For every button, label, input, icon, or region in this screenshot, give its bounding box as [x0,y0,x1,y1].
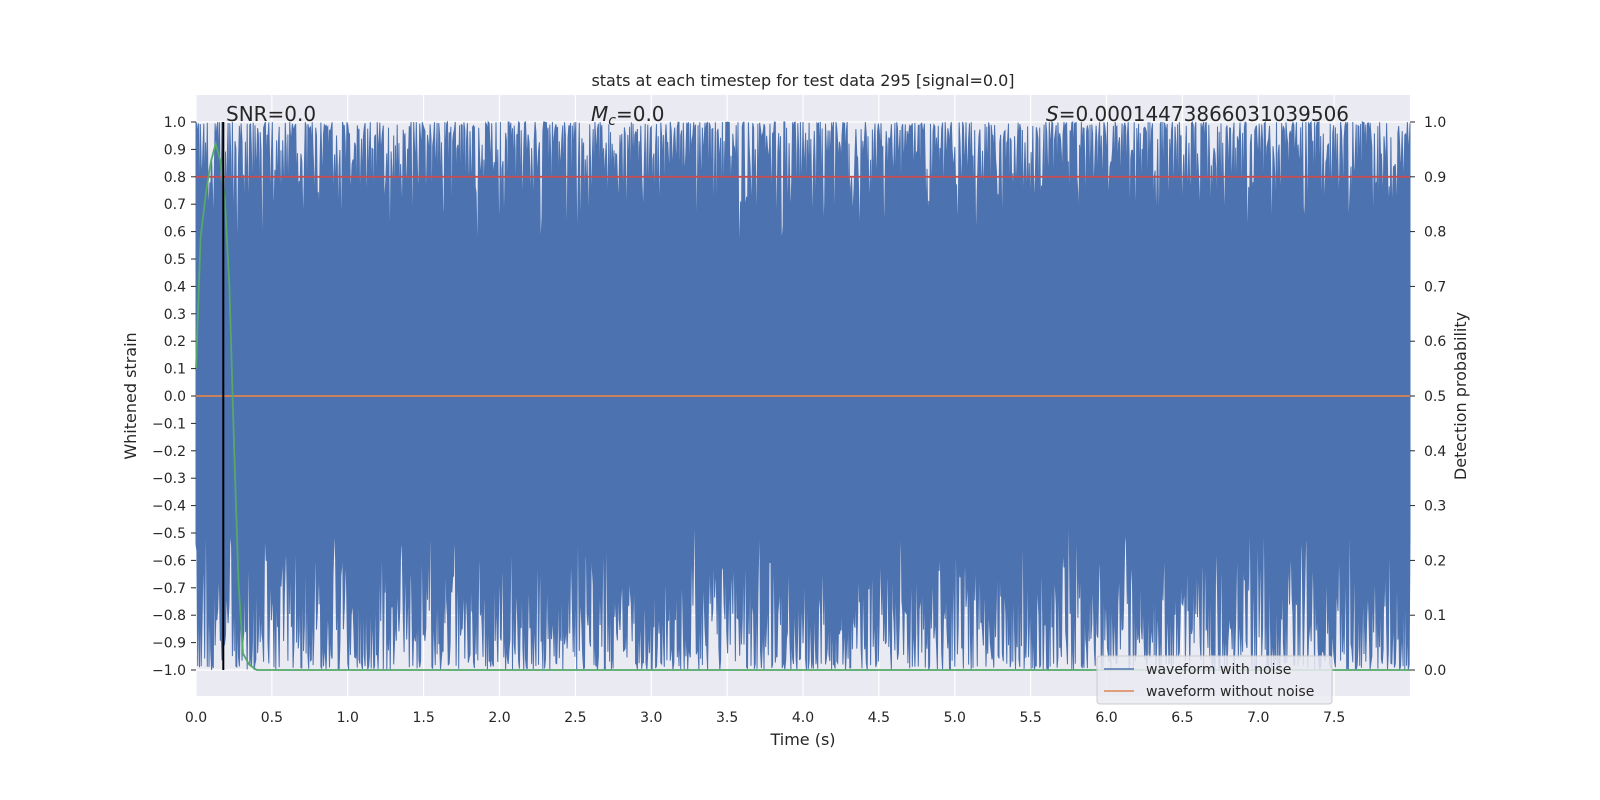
mc-annotation: Mc=0.0 [591,102,665,129]
y-right-tick-label: 0.1 [1424,608,1446,624]
x-tick-label: 1.0 [337,710,359,726]
x-tick-label: 4.5 [868,710,890,726]
y-left-tick-label: 0.7 [164,197,186,213]
y-left-tick-label: −0.3 [152,471,186,487]
y-left-tick-label: −0.1 [152,416,186,432]
mc-symbol: M [591,102,608,126]
y-left-tick-label: 0.3 [164,307,186,323]
y-left-tick-label: 0.5 [164,252,186,268]
y-right-tick-label: 0.7 [1424,279,1446,295]
y-left-tick-label: −0.7 [152,581,186,597]
y-right-axis-label: Detection probability [1451,312,1470,480]
y-right-tick-label: 0.4 [1424,444,1446,460]
x-tick-label: 1.5 [412,710,434,726]
y-left-tick-label: −0.2 [152,444,186,460]
y-left-tick-labels: 1.0 0.9 0.8 0.7 0.6 0.5 0.4 0.3 0.2 0.1 0.0 −0.1 −0.… [152,115,196,679]
snr-annotation: SNR=0.0 [226,102,316,126]
series-lines [195,122,1410,671]
y-left-axis-label: Whitened strain [121,332,140,459]
x-tick-label: 5.0 [944,710,966,726]
y-left-tick-label: 0.1 [164,362,186,378]
y-right-tick-label: 0.8 [1424,225,1446,241]
x-tick-label: 5.5 [1019,710,1041,726]
x-tick-label: 2.5 [564,710,586,726]
legend-box [1096,655,1333,705]
y-left-tick-label: 1.0 [164,115,186,131]
legend-label-noise: waveform with noise [1146,662,1291,678]
y-left-tick-label: 0.2 [164,334,186,350]
x-tick-label: 0.5 [261,710,283,726]
x-tick-label: 4.0 [792,710,814,726]
y-left-tick-label: −0.5 [152,526,186,542]
s-value: =0.00014473866031039506 [1059,102,1349,126]
y-left-tick-label: −1.0 [152,663,186,679]
legend: waveform with noise waveform without noi… [1096,655,1333,705]
chart-title: stats at each timestep for test data 295… [591,71,1014,90]
legend-label-clean: waveform without noise [1146,684,1314,700]
y-left-tick-label: 0.0 [164,389,186,405]
y-right-tick-label: 0.2 [1424,553,1446,569]
mc-value: =0.0 [616,102,665,126]
y-right-tick-label: 0.5 [1424,389,1446,405]
y-right-tick-label: 0.3 [1424,499,1446,515]
y-left-tick-label: 0.4 [164,279,186,295]
y-left-tick-label: 0.9 [164,142,186,158]
y-left-tick-label: −0.8 [152,608,186,624]
y-right-tick-label: 0.9 [1424,170,1446,186]
x-tick-label: 6.0 [1095,710,1117,726]
s-annotation: S=0.00014473866031039506 [1046,102,1349,126]
x-tick-label: 6.5 [1171,710,1193,726]
x-tick-label: 7.5 [1323,710,1345,726]
x-tick-label: 3.5 [716,710,738,726]
x-tick-labels: 0.0 0.5 1.0 1.5 2.0 2.5 3.0 3.5 4.0 4.5 5.0 5.5 6.0 6… [185,710,1345,726]
x-tick-label: 3.0 [640,710,662,726]
x-axis-label: Time (s) [769,730,835,749]
y-left-tick-label: −0.4 [152,499,186,515]
y-right-tick-label: 0.0 [1424,663,1446,679]
y-right-tick-label: 0.6 [1424,334,1446,350]
y-left-tick-label: 0.8 [164,170,186,186]
x-tick-label: 0.0 [185,710,207,726]
mc-subscript: c [608,113,616,129]
x-tick-label: 2.0 [488,710,510,726]
x-tick-label: 7.0 [1247,710,1269,726]
y-left-tick-label: −0.9 [152,636,186,652]
y-left-tick-label: 0.6 [164,225,186,241]
y-right-tick-label: 1.0 [1424,115,1446,131]
y-right-tick-labels: 1.0 0.9 0.8 0.7 0.6 0.5 0.4 0.3 0.2 0.1 0.0 [1410,115,1446,679]
detection-probability-line [195,140,1410,671]
y-left-tick-label: −0.6 [152,553,186,569]
s-symbol: S [1046,102,1059,126]
